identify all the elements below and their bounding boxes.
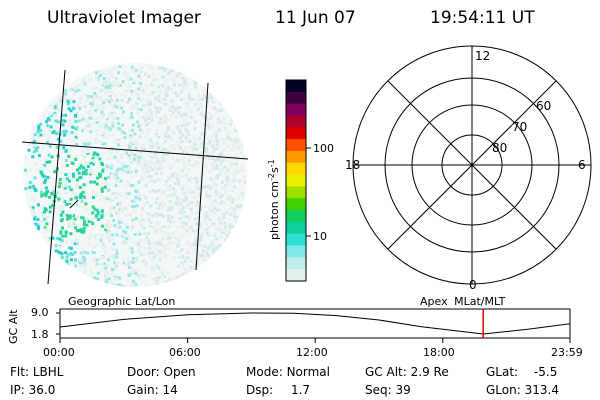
colorbar-tick-label-10: 10 bbox=[313, 230, 327, 243]
polar-labels: 12 18 6 0 60 70 80 bbox=[345, 49, 586, 292]
polar-plot bbox=[352, 45, 592, 285]
colorbar-segment bbox=[286, 115, 306, 128]
colorbar-unit-label: photon cm-2s-1 bbox=[267, 159, 281, 240]
x-tick-label-1200: 12:00 bbox=[296, 346, 328, 359]
colorbar-segment bbox=[286, 80, 306, 93]
lat-label-70: 70 bbox=[512, 120, 527, 134]
colorbar-tick-label-100: 100 bbox=[313, 142, 334, 155]
colorbar-segment bbox=[286, 257, 306, 270]
status-mode: Mode: Normal bbox=[246, 365, 330, 379]
gc-altitude-line bbox=[59, 312, 571, 335]
lat-label-60: 60 bbox=[536, 99, 551, 113]
status-gc-alt: GC Alt: 2.9 Re bbox=[365, 365, 449, 379]
colorbar-segment bbox=[286, 103, 306, 117]
colorbar-segment bbox=[286, 162, 306, 176]
mlt-label-12: 12 bbox=[475, 49, 490, 63]
mlt-label-6: 6 bbox=[578, 158, 586, 172]
status-glat-value: -5.5 bbox=[533, 365, 558, 379]
geographic-latlon-label: Geographic Lat/Lon bbox=[68, 295, 176, 308]
colorbar-segment bbox=[286, 91, 306, 105]
colorbar-segment bbox=[286, 221, 306, 235]
x-tick-label-0000: 00:00 bbox=[43, 346, 75, 359]
status-glon: GLon: 313.4 bbox=[486, 383, 559, 397]
status-seq-value: 39 bbox=[395, 383, 411, 397]
status-ip: IP: 36.0 bbox=[10, 383, 56, 397]
image-time: 19:54:11 UT bbox=[430, 8, 535, 28]
uv-emission-speckles bbox=[24, 64, 247, 287]
colorbar-segment bbox=[286, 139, 306, 152]
y-tick-label-1-8: 1.8 bbox=[31, 328, 49, 341]
mlt-label-18: 18 bbox=[345, 158, 360, 172]
colorbar-frame bbox=[285, 79, 307, 282]
app-title: Ultraviolet Imager bbox=[47, 8, 201, 28]
status-gain-value: 14 bbox=[162, 383, 178, 397]
timeline-x-ticks bbox=[59, 338, 571, 343]
status-flt-value: LBHL bbox=[32, 365, 64, 379]
image-date: 11 Jun 07 bbox=[275, 8, 356, 28]
x-tick-label-0600: 06:00 bbox=[169, 346, 201, 359]
status-door: Door: Open bbox=[127, 365, 196, 379]
status-gc-alt-value: 2.9 Re bbox=[410, 365, 449, 379]
x-tick-label-1800: 18:00 bbox=[423, 346, 455, 359]
y-tick-label-9: 9.0 bbox=[31, 306, 49, 319]
timeline-frame bbox=[59, 308, 571, 339]
status-seq: Seq: 39 bbox=[365, 383, 411, 397]
apex-mlat-mlt-label: Apex MLat/MLT bbox=[420, 295, 506, 308]
colorbar-segment bbox=[286, 269, 306, 282]
colorbar-segment bbox=[286, 233, 306, 247]
gc-alt-axis-label: GC Alt bbox=[7, 309, 20, 344]
lat-label-80: 80 bbox=[492, 141, 507, 155]
status-glat: GLat: -5.5 bbox=[486, 365, 558, 379]
x-tick-label-2359: 23:59 bbox=[551, 346, 583, 359]
status-gain: Gain: 14 bbox=[127, 383, 178, 397]
colorbar-segment bbox=[286, 150, 306, 164]
status-door-value: Open bbox=[163, 365, 196, 379]
status-glon-value: 313.4 bbox=[524, 383, 559, 397]
geographic-grid-lines bbox=[21, 69, 249, 285]
colorbar-segment bbox=[286, 174, 306, 188]
status-ip-value: 36.0 bbox=[28, 383, 56, 397]
colorbar bbox=[286, 80, 306, 282]
colorbar-segment bbox=[286, 245, 306, 258]
status-flt: Flt: LBHL bbox=[10, 365, 64, 379]
timeline-y-ticks bbox=[56, 312, 60, 335]
colorbar-segment bbox=[286, 127, 306, 140]
status-dsp: Dsp: 1.7 bbox=[246, 383, 311, 397]
mlt-label-0: 0 bbox=[469, 278, 477, 292]
uv-image-disk bbox=[23, 63, 247, 287]
status-dsp-value: 1.7 bbox=[290, 383, 311, 397]
colorbar-segment bbox=[286, 186, 306, 199]
status-mode-value: Normal bbox=[286, 365, 330, 379]
colorbar-segment bbox=[286, 210, 306, 223]
colorbar-segment bbox=[286, 198, 306, 211]
